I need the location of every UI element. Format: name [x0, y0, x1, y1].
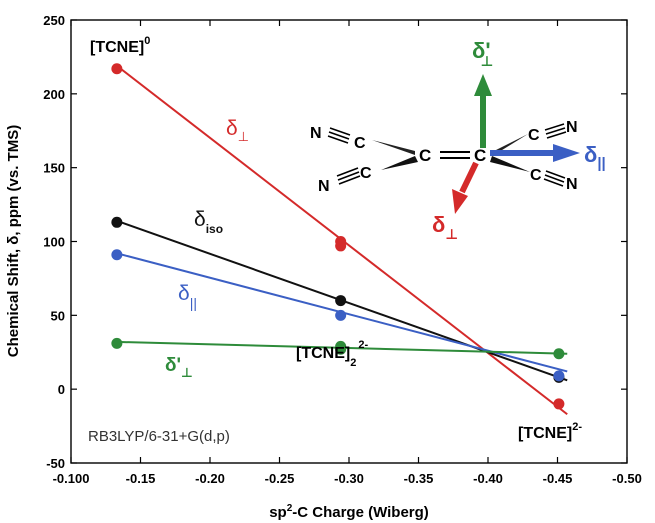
triple-bond-ul-3	[327, 135, 349, 144]
label-delta-perp: δ⊥	[226, 117, 249, 144]
y-tick-label: 100	[43, 235, 65, 250]
x-tick-label: -0.20	[195, 471, 225, 486]
atom-c-center-right: C	[474, 146, 486, 165]
y-tick-label: -50	[46, 456, 65, 471]
tcne-molecule-diagram: N C N C C C C N C N δ'⊥ δ|| δ⊥	[310, 38, 606, 242]
arrow-right-head	[553, 144, 580, 162]
label-delta-par: δ||	[178, 282, 197, 311]
annotation-tcne0: [TCNE]0	[90, 35, 150, 56]
data-point-perp	[335, 240, 347, 252]
annotation-tcne2: [TCNE]2-	[518, 421, 582, 442]
atom-c-upper-left: C	[354, 135, 366, 152]
atom-n-upper-left: N	[310, 125, 322, 142]
arrow-down-label: δ⊥	[432, 212, 458, 242]
arrow-down-head	[452, 189, 468, 214]
hashed-bond-left-upper	[372, 140, 415, 155]
triple-bond-ul-2	[328, 131, 350, 140]
triple-bond-lr-2	[544, 174, 565, 183]
triple-bond-ul-1	[329, 127, 351, 136]
data-point-par	[111, 249, 123, 261]
label-delta-perp-prime: δ'⊥	[165, 355, 193, 380]
x-tick-label: -0.15	[126, 471, 156, 486]
atom-n-lower-right: N	[566, 176, 578, 193]
label-delta-iso: δiso	[194, 208, 223, 236]
method-label: RB3LYP/6-31+G(d,p)	[88, 428, 230, 445]
triple-bond-ur-1	[544, 123, 565, 131]
triple-bond-ur-3	[546, 131, 567, 139]
x-tick-label: -0.50	[612, 471, 642, 486]
data-point-perp_prime	[111, 337, 123, 349]
y-tick-label: 0	[58, 382, 65, 397]
data-points	[111, 63, 565, 410]
y-tick-label: 50	[51, 308, 65, 323]
x-tick-label: -0.25	[265, 471, 295, 486]
data-point-perp	[553, 398, 565, 410]
x-tick-label: -0.40	[473, 471, 503, 486]
axis-ticks: -0.100 -0.15 -0.20 -0.25 -0.30 -0.35 -0.40 -0.4…	[43, 13, 642, 486]
x-tick-label: -0.35	[404, 471, 434, 486]
y-tick-label: 200	[43, 87, 65, 102]
atom-c-center-left: C	[419, 146, 431, 165]
x-tick-label: -0.45	[543, 471, 573, 486]
x-axis-label: sp2-C Charge (Wiberg)	[269, 503, 429, 521]
wedge-bond-left-lower	[381, 156, 418, 170]
arrow-right-label: δ||	[584, 142, 606, 172]
y-tick-label: 150	[43, 161, 65, 176]
data-point-par	[335, 309, 347, 321]
data-point-perp_prime	[553, 348, 565, 360]
triple-bond-ll-1	[336, 167, 359, 177]
data-point-iso	[335, 295, 347, 307]
atom-c-upper-right: C	[528, 127, 540, 144]
arrow-up-head	[474, 74, 492, 96]
triple-bond-ll-2	[337, 171, 360, 181]
x-tick-label: -0.30	[334, 471, 364, 486]
triple-bond-ur-2	[545, 127, 566, 135]
triple-bond-lr-1	[545, 170, 566, 179]
y-tick-label: 250	[43, 13, 65, 28]
x-tick-label: -0.100	[53, 471, 90, 486]
arrow-up-label: δ'⊥	[472, 38, 493, 69]
atom-c-lower-left: C	[360, 165, 372, 182]
hashed-bond-right-upper	[494, 134, 528, 155]
annotation-tcne2-dimer: [TCNE]22-	[296, 339, 368, 369]
data-point-perp_prime	[335, 343, 347, 355]
atom-n-lower-left: N	[318, 178, 330, 195]
arrow-down-shaft	[459, 161, 479, 194]
triple-bond-lr-3	[543, 178, 564, 187]
wedge-bond-right-lower	[490, 156, 530, 172]
triple-bond-ll-3	[338, 175, 361, 185]
atom-n-upper-right: N	[566, 119, 578, 136]
data-point-par	[553, 370, 565, 382]
data-point-perp	[111, 63, 123, 75]
data-point-iso	[111, 216, 123, 228]
y-axis-label: Chemical Shift, δ, ppm (vs. TMS)	[5, 125, 22, 357]
atom-c-lower-right: C	[530, 167, 542, 184]
